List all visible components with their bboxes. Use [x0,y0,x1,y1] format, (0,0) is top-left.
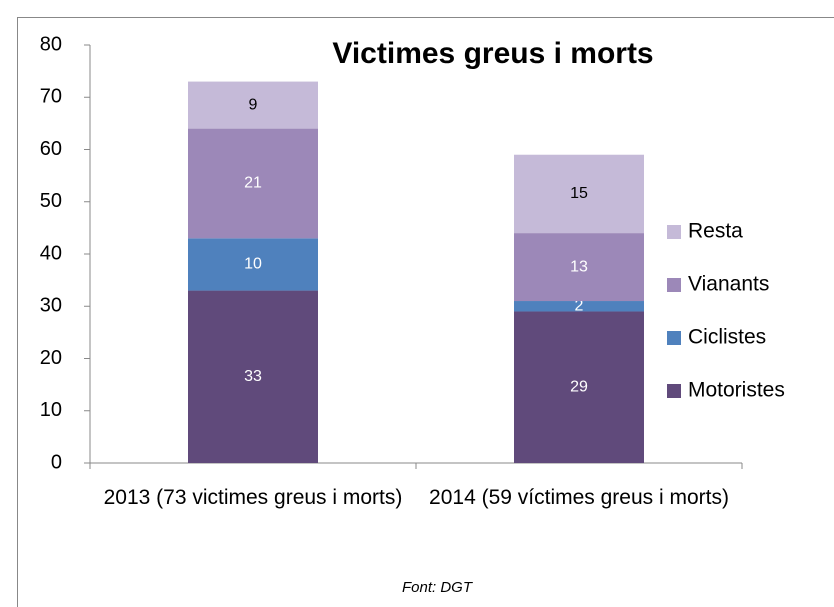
legend-swatch [667,331,681,345]
legend-swatch [667,225,681,239]
chart-border [17,17,834,607]
data-label: 15 [570,185,588,202]
data-label: 13 [570,258,588,275]
bar-segment [514,301,644,312]
bar-segment [188,238,318,291]
y-tick-label: 60 [40,138,62,160]
bar-segment [514,154,644,234]
legend-label: Motoristes [688,379,785,402]
data-label: 29 [570,378,588,395]
bar-segment [188,128,318,239]
y-tick-label: 40 [40,242,62,264]
y-tick-label: 70 [40,86,62,108]
legend-label: Vianants [688,273,769,296]
bar-segment [514,233,644,302]
legend-swatch [667,384,681,398]
y-tick-label: 10 [40,399,62,421]
bar-segment [514,311,644,463]
x-tick-label: 2013 (73 victimes greus i morts) [103,486,403,509]
data-label: 33 [244,368,262,385]
data-label: 9 [249,96,258,113]
x-tick-label: 2014 (59 víctimes greus i morts) [429,486,729,509]
source-note: Font: DGT [402,579,474,596]
legend-label: Resta [688,220,743,243]
y-tick-label: 20 [40,347,62,369]
y-tick-label: 0 [51,451,62,473]
data-label: 10 [244,256,262,273]
bar-segment [188,81,318,129]
chart-title: Victimes greus i morts [332,37,653,70]
bar-segment [188,290,318,463]
data-label: 21 [244,175,262,192]
y-tick-label: 50 [40,190,62,212]
y-tick-label: 30 [40,295,62,317]
legend-swatch [667,278,681,292]
y-tick-label: 80 [40,33,62,55]
legend-label: Ciclistes [688,326,766,349]
data-label: 2 [575,297,584,314]
